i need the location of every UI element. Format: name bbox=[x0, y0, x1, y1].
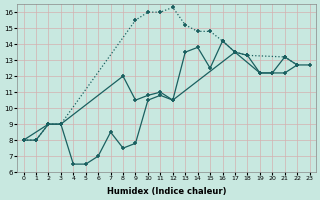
X-axis label: Humidex (Indice chaleur): Humidex (Indice chaleur) bbox=[107, 187, 226, 196]
